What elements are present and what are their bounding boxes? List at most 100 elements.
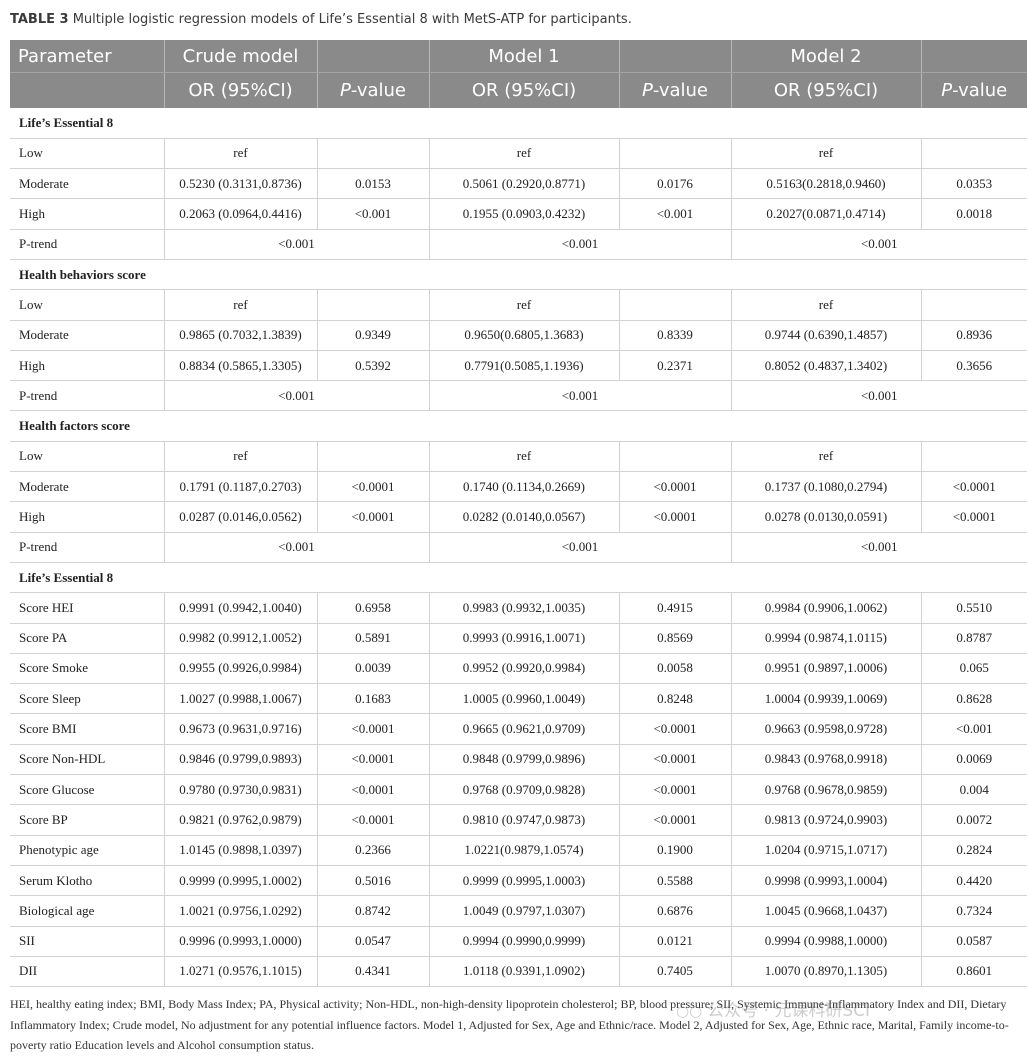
- row-label: DII: [10, 956, 165, 988]
- crude-p-cell: <0.0001: [317, 774, 430, 806]
- table-row: Score Non-HDL 0.9846 (0.9799,0.9893) <0.00…: [10, 744, 1027, 776]
- table-body: Life’s Essential 8 Low ref ref ref Moderate 0.…: [10, 108, 1027, 988]
- model-1-or-cell: 0.7791(0.5085,1.1936): [429, 350, 620, 382]
- table-row: Score HEI 0.9991 (0.9942,1.0040) 0.6958 0.9…: [10, 592, 1027, 624]
- table-row: High 0.0287 (0.0146,0.0562) <0.0001 0.0282 …: [10, 501, 1027, 533]
- crude-or-cell: ref: [164, 138, 318, 170]
- model-1-p-cell: <0.0001: [619, 744, 732, 776]
- model-2-p-cell: 0.8601: [921, 956, 1027, 988]
- model-1-p-cell: 0.7405: [619, 956, 732, 988]
- crude-p-trend-cell: <0.001: [164, 380, 430, 412]
- crude-or-cell: 0.9865 (0.7032,1.3839): [164, 320, 318, 351]
- row-label: Phenotypic age: [10, 835, 165, 866]
- row-label: Score HEI: [10, 592, 165, 624]
- regression-table: Parameter Crude model Model 1 Model 2 OR…: [10, 40, 1027, 988]
- model-1-or-cell: 0.9993 (0.9916,1.0071): [429, 623, 620, 654]
- table-footnote: HEI, healthy eating index; BMI, Body Mas…: [10, 997, 1009, 1052]
- header-or-model-2: OR (95%CI): [731, 72, 922, 108]
- row-label: High: [10, 501, 165, 533]
- row-label: SII: [10, 926, 165, 957]
- crude-p-cell: [317, 441, 430, 473]
- model-2-p-cell: <0.001: [921, 713, 1027, 745]
- model-1-or-cell: ref: [429, 441, 620, 473]
- header-or-model-1: OR (95%CI): [429, 72, 620, 108]
- model-1-p-cell: 0.0058: [619, 653, 732, 685]
- model-1-p-cell: 0.6876: [619, 895, 732, 927]
- row-label: High: [10, 350, 165, 382]
- model-1-or-cell: 1.0118 (0.9391,1.0902): [429, 956, 620, 988]
- model-2-p-cell: 0.0353: [921, 168, 1027, 200]
- crude-p-cell: 0.2366: [317, 835, 430, 866]
- model-2-p-cell: <0.0001: [921, 471, 1027, 503]
- model-2-or-cell: ref: [731, 441, 922, 473]
- section-title: Life’s Essential 8: [10, 562, 1027, 594]
- header-model-1: Model 1: [429, 40, 620, 73]
- model-2-or-cell: 0.9994 (0.9988,1.0000): [731, 926, 922, 957]
- section-header-row: Life’s Essential 8: [10, 562, 1027, 594]
- model-1-or-cell: 1.0005 (0.9960,1.0049): [429, 683, 620, 715]
- model-1-or-cell: 0.9810 (0.9747,0.9873): [429, 804, 620, 836]
- crude-p-cell: 0.9349: [317, 320, 430, 351]
- model-2-or-cell: 0.9998 (0.9993,1.0004): [731, 865, 922, 897]
- p-trend-row: P-trend <0.001 <0.001 <0.001: [10, 380, 1027, 412]
- model-2-p-cell: [921, 441, 1027, 473]
- table-row: Score Glucose 0.9780 (0.9730,0.9831) <0.00…: [10, 774, 1027, 806]
- model-2-or-cell: 0.9994 (0.9874,1.0115): [731, 623, 922, 654]
- crude-p-cell: 0.6958: [317, 592, 430, 624]
- table-row: Serum Klotho 0.9999 (0.9995,1.0002) 0.5016…: [10, 865, 1027, 897]
- header-or-crude: OR (95%CI): [164, 72, 318, 108]
- row-label: Low: [10, 289, 165, 321]
- table-row: Low ref ref ref: [10, 441, 1027, 473]
- model-2-or-cell: 0.2027(0.0871,0.4714): [731, 198, 922, 230]
- table-title: Multiple logistic regression models of L…: [72, 12, 632, 27]
- model-1-p-cell: [619, 138, 732, 170]
- row-label: Moderate: [10, 320, 165, 351]
- table-row: Phenotypic age 1.0145 (0.9898,1.0397) 0.23…: [10, 835, 1027, 866]
- crude-p-cell: 0.8742: [317, 895, 430, 927]
- header-crude-blank: [317, 40, 430, 73]
- model-1-p-cell: 0.2371: [619, 350, 732, 382]
- row-label: Score Sleep: [10, 683, 165, 715]
- row-label: Score Smoke: [10, 653, 165, 685]
- crude-or-cell: 0.9780 (0.9730,0.9831): [164, 774, 318, 806]
- model-1-p-cell: [619, 289, 732, 321]
- crude-p-trend-cell: <0.001: [164, 532, 430, 563]
- model-1-or-cell: 0.9848 (0.9799,0.9896): [429, 744, 620, 776]
- model-2-p-cell: 0.4420: [921, 865, 1027, 897]
- crude-or-cell: 0.9821 (0.9762,0.9879): [164, 804, 318, 836]
- table-row: Score PA 0.9982 (0.9912,1.0052) 0.5891 0.99…: [10, 623, 1027, 654]
- model-1-or-cell: 0.9768 (0.9709,0.9828): [429, 774, 620, 806]
- p-trend-label: P-trend: [10, 380, 165, 412]
- crude-or-cell: 1.0145 (0.9898,1.0397): [164, 835, 318, 866]
- header-model-1-blank: [619, 40, 732, 73]
- row-label: Moderate: [10, 471, 165, 503]
- row-label: Score PA: [10, 623, 165, 654]
- model-1-p-cell: 0.0176: [619, 168, 732, 200]
- crude-p-cell: <0.0001: [317, 804, 430, 836]
- model-2-p-cell: 0.7324: [921, 895, 1027, 927]
- header-parameter-blank: [10, 72, 165, 108]
- crude-p-cell: 0.0039: [317, 653, 430, 685]
- table-row: Score BMI 0.9673 (0.9631,0.9716) <0.0001 0.…: [10, 713, 1027, 745]
- crude-p-cell: 0.1683: [317, 683, 430, 715]
- model-1-p-cell: <0.0001: [619, 804, 732, 836]
- model-2-p-cell: 0.004: [921, 774, 1027, 806]
- model-1-or-cell: 0.9999 (0.9995,1.0003): [429, 865, 620, 897]
- model-1-or-cell: 0.1740 (0.1134,0.2669): [429, 471, 620, 503]
- model-2-p-cell: 0.0587: [921, 926, 1027, 957]
- model-2-p-cell: 0.2824: [921, 835, 1027, 866]
- table-row: Low ref ref ref: [10, 289, 1027, 321]
- model-1-or-cell: 0.9994 (0.9990,0.9999): [429, 926, 620, 957]
- table-row: DII 1.0271 (0.9576,1.1015) 0.4341 1.0118 (0…: [10, 956, 1027, 988]
- row-label: Low: [10, 441, 165, 473]
- crude-p-cell: 0.5016: [317, 865, 430, 897]
- crude-or-cell: ref: [164, 289, 318, 321]
- table-row: SII 0.9996 (0.9993,1.0000) 0.0547 0.9994 (0…: [10, 926, 1027, 957]
- table-caption: TABLE 3 Multiple logistic regression mod…: [10, 10, 1020, 30]
- model-2-or-cell: 0.9951 (0.9897,1.0006): [731, 653, 922, 685]
- model-1-or-cell: 0.9952 (0.9920,0.9984): [429, 653, 620, 685]
- row-label: Moderate: [10, 168, 165, 200]
- row-label: Serum Klotho: [10, 865, 165, 897]
- row-label: Score BMI: [10, 713, 165, 745]
- p-trend-row: P-trend <0.001 <0.001 <0.001: [10, 532, 1027, 563]
